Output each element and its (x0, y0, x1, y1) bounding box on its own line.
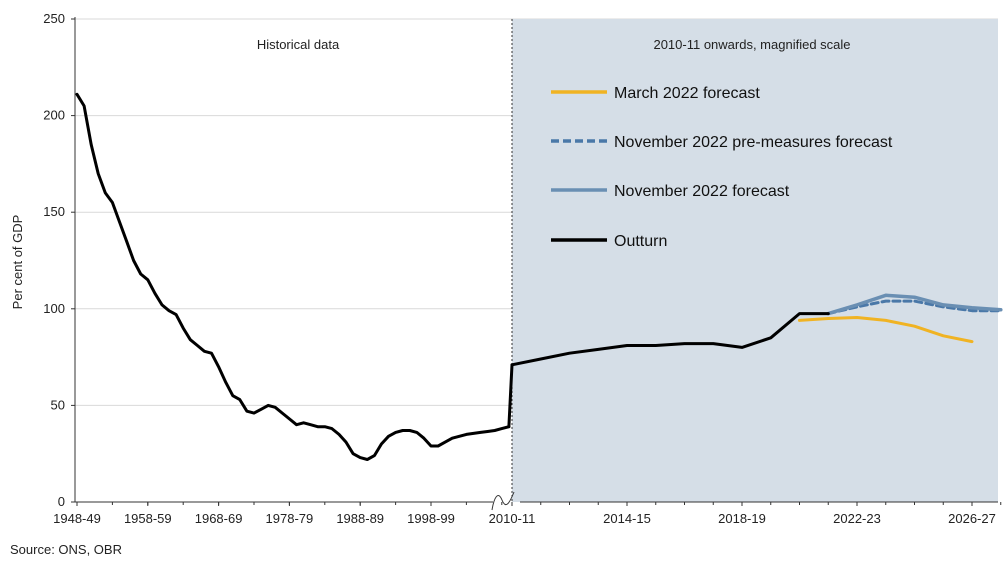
legend-label-outturn: Outturn (614, 233, 667, 250)
legend-label-nov_2022_pre: November 2022 pre-measures forecast (614, 134, 893, 151)
y-tick-label: 100 (43, 301, 65, 316)
x-tick-label: 2022-23 (833, 511, 881, 526)
x-tick-label: 2018-19 (718, 511, 766, 526)
legend-label-nov_2022: November 2022 forecast (614, 183, 790, 200)
x-tick-label: 1998-99 (407, 511, 455, 526)
x-tick-label: 2026-27 (948, 511, 996, 526)
y-tick-label: 250 (43, 11, 65, 26)
x-tick-label: 2010-11 (489, 511, 536, 526)
panel-label: 2010-11 onwards, magnified scale (653, 37, 850, 52)
legend: March 2022 forecast November 2022 pre-mea… (551, 85, 893, 250)
y-tick-label: 150 (43, 204, 65, 219)
axis-break-mark (491, 491, 515, 511)
y-tick-label: 200 (43, 108, 65, 123)
x-tick-label: 2014-15 (603, 511, 651, 526)
y-tick-label: 0 (58, 494, 65, 509)
y-tick-label: 50 (51, 397, 65, 412)
magnified-panel-background (512, 19, 998, 502)
labels: 0 50 100 150 200 250 1948-49 1958-59 1968-69 1978… (43, 11, 996, 526)
y-axis-label: Per cent of GDP (10, 215, 25, 310)
x-tick-label: 1948-49 (53, 511, 101, 526)
axes (71, 17, 1002, 511)
source-note: Source: ONS, OBR (10, 542, 122, 557)
legend-label-march_2022: March 2022 forecast (614, 85, 760, 102)
panel-label: Historical data (257, 37, 340, 52)
series-line-nov_2022 (826, 293, 1003, 316)
series-line-nov_2022_pre (826, 299, 1003, 316)
series-line-outturn-connector (507, 363, 514, 429)
series-line-march_2022 (798, 316, 974, 344)
series-lines (75, 92, 1003, 461)
x-tick-label: 1988-89 (336, 511, 384, 526)
series-line-outturn (510, 312, 830, 367)
x-tick-label: 1958-59 (124, 511, 172, 526)
series-line-outturn (75, 92, 511, 461)
x-tick-label: 1968-69 (195, 511, 243, 526)
x-tick-label: 1978-79 (266, 511, 314, 526)
